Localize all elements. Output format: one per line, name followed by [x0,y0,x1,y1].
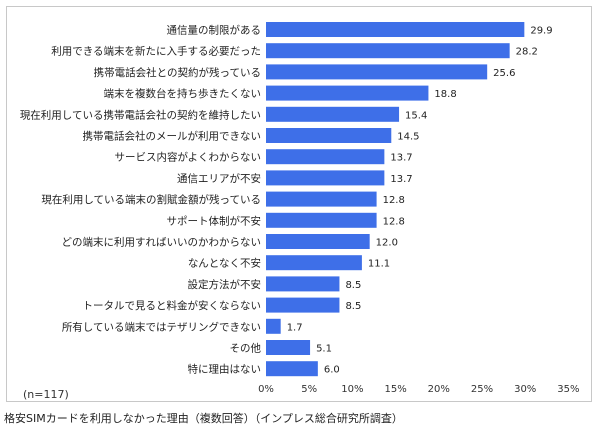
category-label: 端末を複数台を持ち歩きたくない [104,87,262,100]
bar [266,234,370,249]
bar [266,361,318,377]
category-label: 特に理由はない [188,363,262,376]
category-label: サポート体制が不安 [167,214,262,227]
value-label: 12.8 [383,195,405,206]
value-label: 5.1 [316,344,332,355]
category-label: なんとなく不安 [188,257,261,270]
x-tick-label: 15% [384,384,406,395]
sample-size-note: (n=117) [23,388,69,401]
value-label: 25.6 [493,68,515,79]
bar [266,170,385,186]
bar [266,276,340,292]
x-tick-label: 10% [341,384,363,395]
category-label: サービス内容がよくわからない [115,151,261,164]
value-label: 18.8 [434,89,456,100]
category-label: 通信量の制限がある [167,24,262,37]
category-label: 利用できる端末を新たに入手する必要だった [51,45,261,58]
value-label: 8.5 [345,280,361,291]
bar [266,149,385,165]
value-label: 14.5 [397,132,419,143]
category-label: 現在利用している携帯電話会社の契約を維持したい [20,108,261,121]
category-label: 携帯電話会社との契約が残っている [94,66,261,79]
bar [266,128,392,143]
value-label: 13.7 [390,153,412,164]
value-label: 29.9 [530,26,552,37]
x-tick-label: 0% [258,384,274,395]
x-tick-label: 25% [471,384,493,395]
category-label: 携帯電話会社のメールが利用できない [83,130,262,143]
bar [266,106,400,122]
x-tick-label: 5% [301,384,317,395]
x-tick-label: 30% [514,384,536,395]
category-label: 設定方法が不安 [188,278,262,291]
chart-frame: 通信量の制限がある 29.9 利用できる端末を新たに入手する必要だった 28.2 携帯電… [6,6,592,402]
value-label: 11.1 [368,259,390,270]
bar [266,22,525,37]
category-label: その他 [230,342,262,355]
category-label: 所有している端末ではテザリングできない [62,320,261,333]
value-label: 12.8 [383,216,405,227]
category-label: 通信エリアが不安 [177,172,261,185]
value-label: 15.4 [405,110,427,121]
bar [266,43,510,59]
x-tick-label: 35% [557,384,579,395]
x-tick-label: 20% [428,384,450,395]
bar [266,255,362,271]
value-label: 13.7 [390,174,412,185]
bar [266,318,281,334]
value-label: 6.0 [324,365,340,376]
category-label: 現在利用している端末の割賦金額が残っている [41,193,261,206]
figure-caption: 格安SIMカードを利用しなかった理由（複数回答）（インプレス総合研究所調査） [4,412,403,425]
bar [266,85,429,101]
bar [266,340,311,355]
category-label: どの端末に利用すればいいのかわからない [62,236,262,249]
value-label: 1.7 [287,322,303,333]
bar [266,212,377,228]
value-label: 12.0 [376,238,398,249]
bar [266,191,377,207]
value-label: 28.2 [516,47,538,58]
bar [266,297,340,313]
category-label: トータルで見ると料金が安くならない [83,299,262,312]
bar-chart: 通信量の制限がある 29.9 利用できる端末を新たに入手する必要だった 28.2 携帯電… [20,22,580,395]
bar [266,64,488,80]
value-label: 8.5 [345,301,361,312]
